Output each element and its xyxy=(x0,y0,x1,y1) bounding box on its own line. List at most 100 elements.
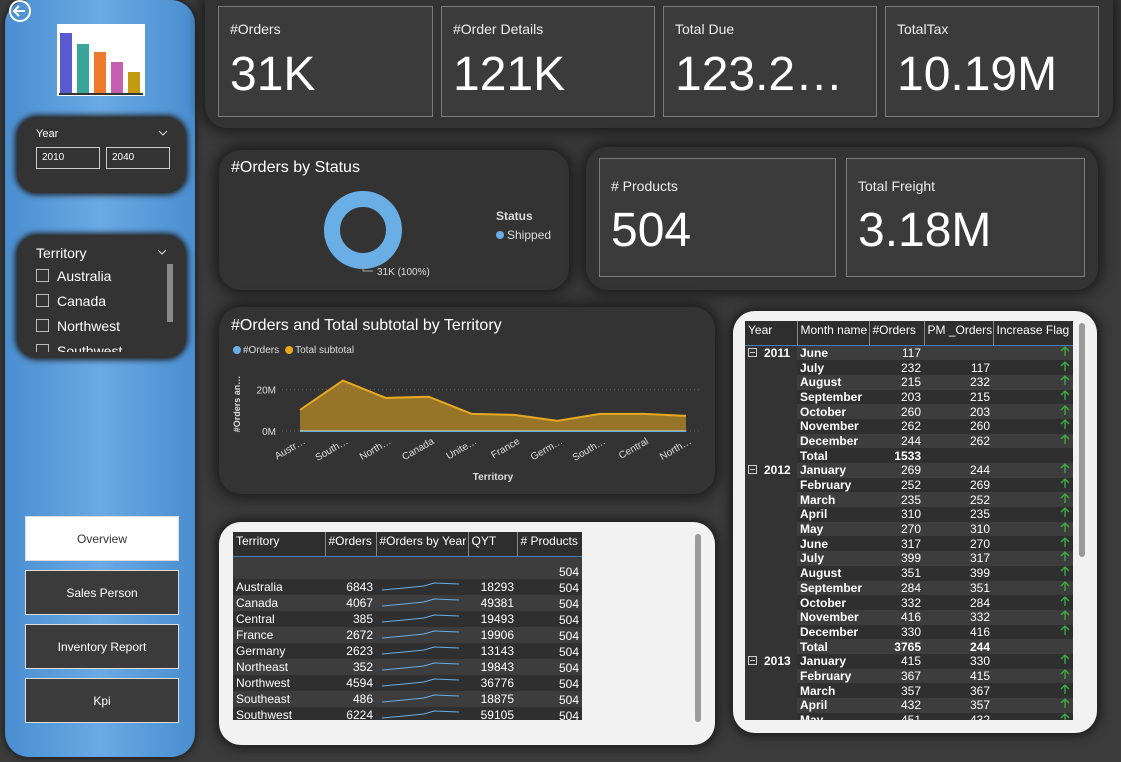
checkbox[interactable] xyxy=(36,319,49,332)
column-header[interactable]: #Orders xyxy=(325,532,377,557)
cell: 332 xyxy=(969,610,990,625)
cell: 357 xyxy=(900,683,921,698)
cell: January xyxy=(800,654,847,669)
expand-icon[interactable] xyxy=(748,348,757,358)
year-cell xyxy=(745,389,797,405)
kpi-label: # Products xyxy=(611,178,678,194)
scrollbar[interactable] xyxy=(1079,323,1085,557)
kpi-label: Total Freight xyxy=(858,178,936,194)
flag-cell xyxy=(993,448,1073,463)
cell: May xyxy=(800,522,824,537)
flag-cell xyxy=(993,536,1073,551)
cell: Northwest xyxy=(236,675,291,690)
cell: 49381 xyxy=(480,595,514,610)
flag-cell xyxy=(993,698,1073,713)
table-row: July 399 317 xyxy=(745,551,1073,566)
column-header[interactable]: #Orders by Year xyxy=(376,532,469,557)
increase-flag xyxy=(1060,551,1070,562)
flag-cell xyxy=(993,624,1073,640)
cell: Canada xyxy=(236,595,279,610)
kpi-value: 121K xyxy=(453,48,566,101)
increase-flag xyxy=(1060,375,1070,386)
table-row: Northeast 352 19843 504 xyxy=(233,658,582,675)
cell: 416 xyxy=(969,624,990,639)
slicer-label: Year xyxy=(36,128,59,140)
column-header[interactable]: PM _Orders xyxy=(924,321,994,346)
year-cell xyxy=(745,492,797,508)
flag-cell xyxy=(993,492,1073,507)
kpi-label: TotalTax xyxy=(897,21,949,37)
column-header[interactable]: QYT xyxy=(468,532,518,557)
table-row: 504 xyxy=(233,556,582,579)
sparkline xyxy=(381,613,460,622)
column-header[interactable]: Year xyxy=(745,321,798,346)
increase-flag xyxy=(1060,698,1070,709)
flag-cell xyxy=(993,595,1073,610)
nav-button[interactable]: Overview xyxy=(25,516,179,561)
table-row: October 260 203 xyxy=(745,404,1073,419)
cell: 19493 xyxy=(480,611,514,626)
sparkline-cell xyxy=(376,611,468,627)
cell: 504 xyxy=(558,708,579,721)
table-row: 2012 January 269 244 xyxy=(745,463,1073,478)
column-header[interactable]: Month name xyxy=(797,321,870,346)
option[interactable]: Southwest xyxy=(36,343,166,352)
checkbox[interactable] xyxy=(36,294,49,307)
table-row: September 203 215 xyxy=(745,389,1073,405)
scrollbar[interactable] xyxy=(167,264,173,322)
cell: November xyxy=(800,419,859,434)
nav-button[interactable]: Sales Person xyxy=(25,570,179,615)
column-header[interactable]: #Orders xyxy=(869,321,925,346)
cell: 262 xyxy=(900,419,921,434)
expand-icon[interactable] xyxy=(748,656,757,666)
sparkline-cell xyxy=(376,707,468,721)
table-row: France 2672 19906 504 xyxy=(233,626,582,643)
cell: 451 xyxy=(869,713,924,720)
increase-flag xyxy=(1060,683,1070,694)
option[interactable]: Northwest xyxy=(36,318,166,343)
checkbox[interactable] xyxy=(36,344,49,352)
year-cell xyxy=(745,374,797,390)
increase-flag xyxy=(1060,404,1070,415)
checkbox[interactable] xyxy=(36,269,49,282)
increase-flag xyxy=(1060,360,1070,371)
cell: 367 xyxy=(900,668,921,683)
column-header[interactable]: Increase Flag xyxy=(993,321,1073,346)
option[interactable]: Australia xyxy=(36,268,166,293)
option[interactable]: Canada xyxy=(36,293,166,318)
table-row: March 235 252 xyxy=(745,492,1073,508)
cell: April xyxy=(800,507,828,522)
cell: Total xyxy=(800,639,828,654)
sparkline-cell xyxy=(376,675,468,691)
cell: 399 xyxy=(969,566,990,581)
cell: 18293 xyxy=(480,579,514,594)
year-cell xyxy=(745,565,797,581)
chevron[interactable] xyxy=(157,248,167,256)
increase-flag xyxy=(1060,669,1070,679)
year-to[interactable]: 2040 xyxy=(106,147,170,169)
kpi-label: Total Due xyxy=(675,21,735,37)
cell: 504 xyxy=(558,564,579,579)
flag-cell xyxy=(993,346,1073,361)
expand-icon[interactable] xyxy=(748,465,757,475)
chevron[interactable] xyxy=(158,129,168,137)
cell: 244 xyxy=(969,463,990,478)
scrollbar[interactable] xyxy=(695,534,701,722)
flag-cell xyxy=(993,566,1073,581)
cell: 332 xyxy=(900,595,921,610)
column-header[interactable]: # Products xyxy=(517,532,582,557)
table-row: Total 3765 244 xyxy=(745,639,1073,654)
sparkline-cell xyxy=(376,627,468,643)
flag-cell xyxy=(993,404,1073,419)
flag-cell xyxy=(993,713,1073,720)
nav-button[interactable]: Kpi xyxy=(25,678,179,723)
year-from[interactable]: 2010 xyxy=(36,147,100,169)
cell: 504 xyxy=(558,612,579,627)
option-label: Northwest xyxy=(57,318,121,334)
nav-button[interactable]: Inventory Report xyxy=(25,624,179,669)
back-button[interactable] xyxy=(6,0,34,26)
column-header[interactable]: Territory xyxy=(233,532,326,557)
table-row: September 284 351 xyxy=(745,580,1073,596)
cell: Central xyxy=(236,611,275,626)
cell: 232 xyxy=(969,375,990,390)
